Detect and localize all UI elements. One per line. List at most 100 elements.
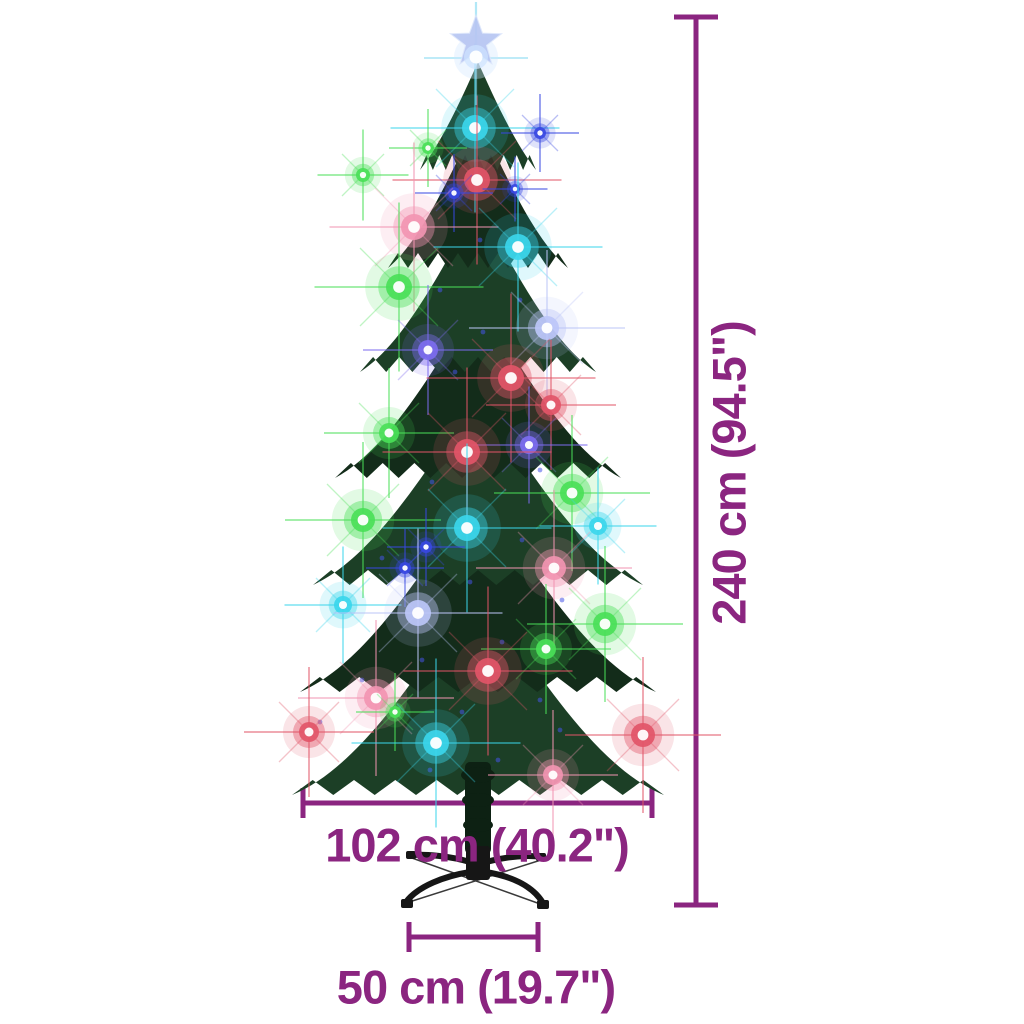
led-light — [324, 368, 454, 498]
light-core — [548, 562, 560, 574]
fiber-sparkle — [427, 767, 433, 773]
light-core — [524, 440, 534, 450]
led-light — [469, 250, 625, 406]
fiber-sparkle — [519, 537, 525, 543]
light-core — [425, 145, 431, 151]
stand-foot — [536, 853, 546, 861]
light-core — [423, 544, 429, 550]
led-light — [317, 129, 409, 221]
stand-hub — [466, 846, 490, 880]
led-light — [476, 490, 632, 646]
light-core — [412, 607, 424, 619]
led-light — [565, 657, 721, 813]
led-light — [351, 658, 521, 828]
trunk-fringe — [463, 818, 493, 832]
stand-leg-front-right — [483, 869, 546, 906]
light-core — [566, 487, 578, 499]
led-light — [333, 528, 503, 698]
light-core — [512, 186, 518, 192]
trunk-fringe — [462, 793, 494, 807]
led-light — [426, 293, 596, 463]
light-core — [599, 618, 611, 630]
light-core — [392, 709, 398, 715]
fiber-sparkle — [537, 697, 543, 703]
fiber-sparkle — [559, 597, 565, 603]
stand-foot — [406, 851, 416, 859]
light-core — [469, 122, 481, 134]
stand-foot — [537, 900, 549, 909]
light-core — [541, 322, 553, 334]
trunk-fringe — [461, 767, 495, 783]
led-light — [244, 667, 374, 797]
led-light — [392, 95, 562, 265]
tree-layer — [300, 492, 656, 692]
led-light — [389, 109, 467, 187]
fiber-sparkle — [477, 237, 483, 243]
led-light — [363, 285, 493, 415]
led-light — [494, 415, 650, 571]
tree-trunk — [461, 762, 495, 854]
light-core — [482, 665, 494, 677]
stand-leg-front-left — [403, 869, 473, 905]
fiber-sparkle — [495, 757, 501, 763]
led-light — [329, 142, 499, 312]
light-core — [370, 692, 382, 704]
fiber-sparkle — [419, 657, 425, 663]
light-core — [548, 770, 558, 780]
light-core — [423, 345, 433, 355]
light-core — [393, 281, 405, 293]
stand-cross-wire — [405, 859, 542, 904]
fiber-sparkle — [459, 709, 465, 715]
light-core — [408, 221, 420, 233]
fiber-sparkle — [437, 287, 443, 293]
star-core — [469, 50, 483, 64]
led-light — [415, 154, 493, 232]
light-core — [546, 400, 556, 410]
star-topper — [424, 2, 528, 105]
fiber-sparkle — [499, 639, 505, 645]
led-light — [382, 443, 552, 613]
stand-cross-wire — [411, 857, 544, 906]
fiber-sparkle — [480, 329, 486, 335]
fiber-sparkle — [557, 727, 563, 733]
fiber-sparkle — [452, 369, 458, 375]
led-light — [481, 584, 611, 714]
light-core — [359, 171, 367, 179]
light-core — [593, 521, 603, 531]
led-lights — [244, 43, 721, 840]
led-light — [314, 202, 484, 372]
light-core — [402, 565, 408, 571]
light-core — [512, 241, 524, 253]
led-light — [403, 586, 573, 756]
light-core — [357, 514, 369, 526]
fiber-sparkle — [429, 479, 435, 485]
fiber-sparkle — [379, 555, 385, 561]
led-light — [433, 162, 603, 332]
light-core — [430, 737, 442, 749]
tree-stand — [401, 846, 549, 909]
tree-layer — [313, 395, 643, 585]
stand-width-dimension-label: 50 cm (19.7") — [336, 960, 616, 1014]
led-light — [285, 442, 441, 598]
stand-foot — [401, 899, 413, 908]
fiber-sparkle — [317, 719, 323, 725]
light-core — [637, 729, 649, 741]
fiber-sparkle — [537, 467, 543, 473]
light-core — [461, 522, 473, 534]
led-light — [539, 467, 657, 585]
light-core — [537, 130, 543, 136]
light-core — [451, 190, 457, 196]
led-light — [356, 673, 434, 751]
height-dimension-label: 240 cm (94.5") — [702, 321, 756, 625]
led-light — [390, 43, 560, 213]
led-light — [501, 94, 579, 172]
led-light — [527, 546, 683, 702]
light-core — [471, 174, 483, 186]
led-light — [486, 340, 616, 470]
fiber-sparkle — [359, 677, 365, 683]
fiber-sparkle — [467, 579, 473, 585]
light-core — [304, 727, 314, 737]
light-core — [541, 644, 551, 654]
